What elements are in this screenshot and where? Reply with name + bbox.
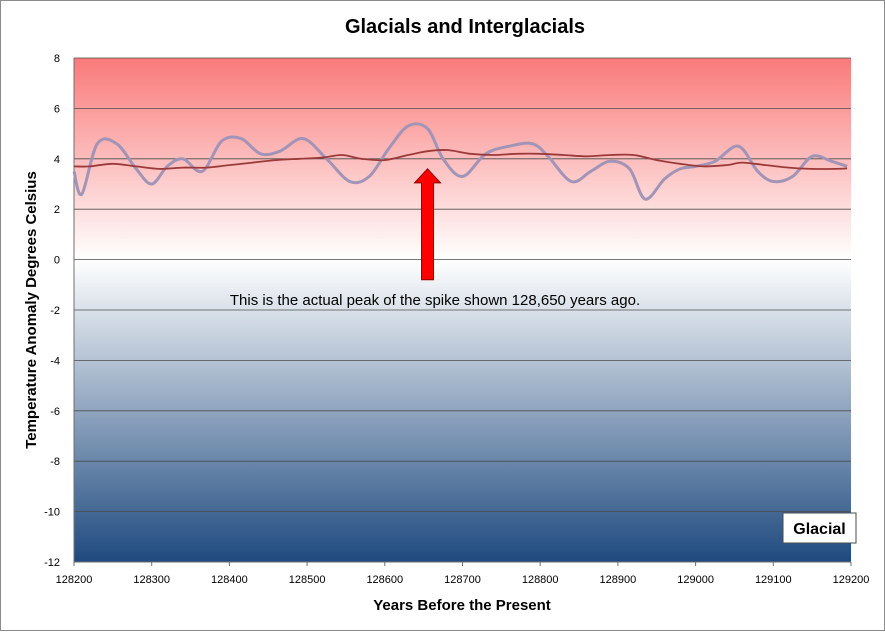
chart-title: Glacials and Interglacials bbox=[345, 16, 585, 38]
y-tick-label: -2 bbox=[50, 305, 60, 317]
x-tick-label: 129100 bbox=[755, 574, 792, 586]
x-tick-label: 128400 bbox=[211, 574, 248, 586]
y-tick-label: 4 bbox=[54, 154, 60, 166]
x-tick-label: 128200 bbox=[56, 574, 93, 586]
y-axis-title: Temperature Anomaly Degrees Celsius bbox=[23, 171, 40, 449]
y-tick-label: -4 bbox=[50, 355, 60, 367]
legend: Glacial bbox=[782, 512, 857, 544]
annotation-layer: This is the actual peak of the spike sho… bbox=[230, 168, 640, 309]
x-tick-label: 128900 bbox=[600, 574, 637, 586]
x-tick-label: 128500 bbox=[289, 574, 326, 586]
y-axis-ticks: 8 6 4 2 0 -2 -4 -6 -8 -10 -12 bbox=[44, 53, 60, 569]
y-tick-label: 2 bbox=[54, 204, 60, 216]
gridlines bbox=[73, 57, 851, 563]
annotation-arrow bbox=[413, 168, 442, 281]
legend-box bbox=[782, 512, 857, 544]
x-axis-title: Years Before the Present bbox=[373, 597, 551, 614]
x-tick-label: 129000 bbox=[677, 574, 714, 586]
x-tick-label: 128700 bbox=[444, 574, 481, 586]
y-tick-label: -8 bbox=[50, 456, 60, 468]
y-tick-label: 0 bbox=[54, 255, 60, 267]
series-layer bbox=[72, 122, 848, 201]
x-tick-label: 128600 bbox=[366, 574, 403, 586]
x-tick-label: 128800 bbox=[522, 574, 559, 586]
y-tick-label: -6 bbox=[50, 406, 60, 418]
series-line-raw bbox=[72, 122, 848, 201]
y-tick-label: 8 bbox=[54, 53, 60, 65]
legend-label-glacial: Glacial bbox=[793, 521, 845, 538]
series-line-smoothed bbox=[73, 149, 848, 170]
x-tick-label: 128300 bbox=[133, 574, 170, 586]
y-tick-label: -12 bbox=[44, 557, 60, 569]
x-tick-label: 129200 bbox=[833, 574, 870, 586]
y-tick-label: 6 bbox=[54, 103, 60, 115]
y-tick-label: -10 bbox=[44, 507, 60, 519]
annotation-text: This is the actual peak of the spike sho… bbox=[230, 292, 640, 309]
x-axis-ticks: 128200 128300 128400 128500 128600 128700 1288… bbox=[56, 562, 870, 586]
